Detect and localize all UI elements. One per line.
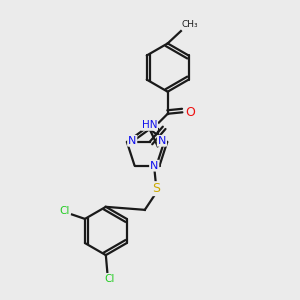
Text: CH₃: CH₃ <box>182 20 198 29</box>
Text: HN: HN <box>142 120 157 130</box>
Text: S: S <box>152 182 160 195</box>
Text: N: N <box>128 136 136 146</box>
Text: O: O <box>185 106 195 119</box>
Text: N: N <box>158 136 166 146</box>
Text: N: N <box>150 161 158 171</box>
Text: Cl: Cl <box>104 274 115 284</box>
Text: Cl: Cl <box>59 206 70 216</box>
